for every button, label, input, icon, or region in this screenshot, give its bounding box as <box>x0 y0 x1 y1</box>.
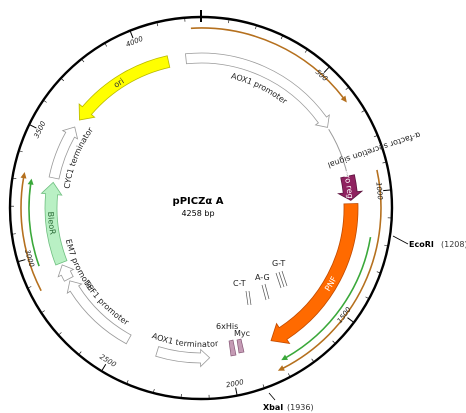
orf-arc-right-brown <box>282 169 382 370</box>
minor-tick <box>376 271 380 273</box>
major-tick-2500 <box>101 363 107 371</box>
minor-tick <box>81 59 85 63</box>
minor-tick <box>373 135 377 138</box>
major-tick-500 <box>323 67 330 73</box>
ecori-name: EcoRI <box>409 240 434 249</box>
label-bleoR: BleoR <box>47 211 58 235</box>
feature-pro-region <box>337 174 364 201</box>
orf-arc-left-brown-head <box>20 171 27 179</box>
minor-tick <box>287 373 290 377</box>
mutation-g-t-label: G-T <box>272 259 285 268</box>
6xhis-tag <box>228 339 237 357</box>
minor-tick <box>332 340 335 344</box>
tick-label-1000: 1000 <box>374 182 384 201</box>
mutation-marks <box>245 270 288 306</box>
tick-label-500: 500 <box>314 68 330 83</box>
label-aox1-terminator: AOX1 terminator <box>151 331 220 349</box>
orf-arc-right-green <box>285 237 372 359</box>
myc-tag <box>236 338 245 354</box>
minor-tick <box>153 389 155 393</box>
minor-tick <box>79 351 82 355</box>
feature-bleoR <box>40 181 68 266</box>
minor-tick <box>104 43 108 47</box>
mutation-c-t-label: C-T <box>233 279 246 288</box>
minor-tick <box>345 87 349 90</box>
tick-label-3500: 3500 <box>33 120 48 140</box>
site-ecori: EcoRI (1208) <box>392 235 466 249</box>
orf-arc-right-green-head <box>281 354 289 361</box>
6xhis-label: 6xHis <box>216 322 238 331</box>
orf-arc-left-green-head <box>27 178 34 185</box>
major-tick-2000 <box>235 387 238 395</box>
minor-tick <box>382 162 386 164</box>
orf-arc-left-green <box>28 183 40 267</box>
orf-arc-right-brown-head <box>277 365 285 371</box>
minor-tick <box>361 110 365 113</box>
minor-tick <box>126 380 129 384</box>
tick-label-2500: 2500 <box>98 353 118 369</box>
minor-tick <box>304 49 307 53</box>
tag-group: 6xHis Myc <box>216 322 250 357</box>
minor-tick <box>58 332 62 335</box>
mutation-group: C-T A-G G-T <box>233 259 288 306</box>
minor-tick <box>365 296 369 299</box>
myc-label: Myc <box>234 329 250 338</box>
minor-tick <box>156 23 159 27</box>
feature-ori <box>78 55 171 121</box>
plasmid-size: 4258 bp <box>181 209 214 218</box>
xbai-name: XbaI <box>263 403 283 412</box>
orf-arc-top <box>190 27 345 99</box>
minor-tick <box>262 384 265 388</box>
mutation-a-g-label: A-G <box>255 273 270 282</box>
label-alpha-factor: α-factor secretion signal <box>327 130 422 170</box>
orf-layer <box>20 27 382 371</box>
minor-tick <box>384 244 388 247</box>
major-tick-1000 <box>383 189 391 192</box>
xbai-position: (1936) <box>287 403 314 412</box>
orf-arc-top-head <box>340 95 347 103</box>
ecori-position: (1208) <box>441 240 466 249</box>
minor-tick <box>28 286 32 289</box>
feature-tef1-promoter <box>66 280 132 345</box>
minor-tick <box>43 100 47 103</box>
major-tick-3500 <box>29 124 37 129</box>
tick-label-2000: 2000 <box>225 378 245 389</box>
tick-label-4000: 4000 <box>125 35 145 49</box>
feature-aox1-promoter <box>185 52 330 128</box>
minor-tick <box>255 26 257 30</box>
orf-arc-left-brown <box>20 177 42 292</box>
minor-tick <box>280 36 283 40</box>
plasmid-name: pPICZα A <box>173 196 224 207</box>
major-tick-1500 <box>347 317 354 323</box>
minor-tick <box>19 150 23 153</box>
feature-pnf <box>270 203 359 345</box>
minor-tick <box>41 310 45 313</box>
label-path-aox1-promoter <box>136 72 335 185</box>
major-tick-4000 <box>129 31 134 39</box>
major-tick-3000 <box>18 259 26 262</box>
feature-cyc1-terminator <box>48 126 79 180</box>
feature-em7-promoter <box>57 264 75 282</box>
minor-tick <box>311 358 314 362</box>
minor-tick <box>61 78 65 82</box>
feature-aox1-terminator <box>155 346 211 368</box>
site-xbai: XbaI (1936) <box>263 392 314 412</box>
